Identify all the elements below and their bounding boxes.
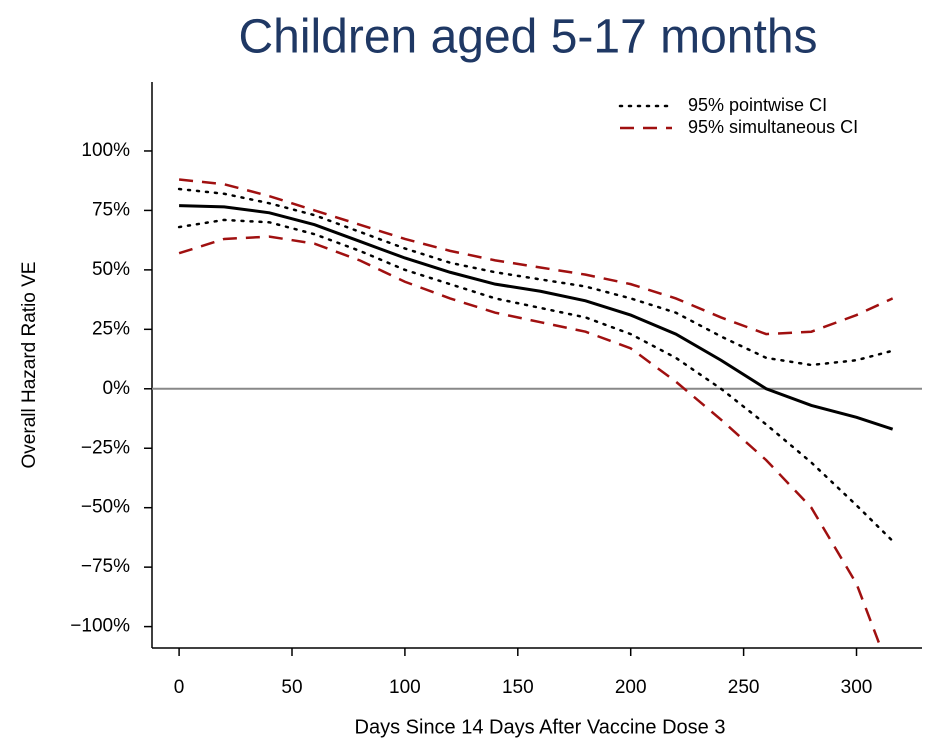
ci-line	[178, 235, 883, 648]
x-tick-label: 100	[389, 677, 421, 698]
y-tick-label: 0%	[103, 378, 131, 399]
x-tick-label: 150	[502, 677, 534, 698]
chart-title: Children aged 5-17 months	[238, 11, 817, 64]
x-tick-label: 50	[281, 677, 302, 698]
y-tick-label: −25%	[81, 437, 130, 458]
ci-line	[177, 218, 894, 543]
y-tick-label: 100%	[81, 140, 130, 161]
ci-line	[177, 187, 894, 367]
plot-area	[177, 178, 894, 648]
y-tick-label: 50%	[92, 259, 130, 280]
y-tick-label: −50%	[81, 497, 130, 518]
y-tick-label: −75%	[81, 556, 130, 577]
y-tick-label: 25%	[92, 318, 130, 339]
legend-label: 95% simultaneous CI	[688, 117, 858, 137]
x-axis-label: Days Since 14 Days After Vaccine Dose 3	[355, 716, 726, 738]
y-tick-label: −100%	[70, 616, 130, 637]
y-tick-label: 75%	[92, 199, 130, 220]
x-tick-label: 0	[174, 677, 185, 698]
ci-line	[178, 178, 894, 336]
estimate-line	[179, 204, 894, 431]
x-tick-label: 300	[841, 677, 873, 698]
y-axis-label: Overall Hazard Ratio VE	[19, 262, 40, 469]
x-tick-label: 250	[728, 677, 760, 698]
x-tick-label: 200	[615, 677, 647, 698]
legend-label: 95% pointwise CI	[688, 95, 827, 115]
